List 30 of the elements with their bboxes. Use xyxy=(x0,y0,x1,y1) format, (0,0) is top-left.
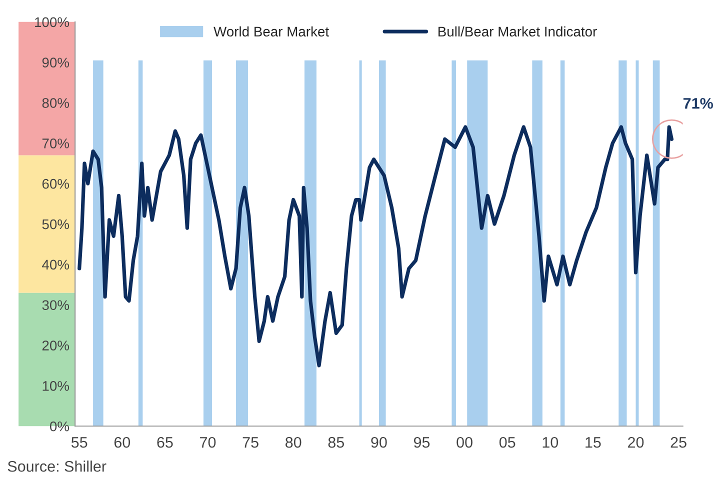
x-tick-label: 80 xyxy=(286,436,302,448)
x-tick-label: 75 xyxy=(242,437,258,448)
x-tick-label: 15 xyxy=(586,437,601,448)
x-tick-label: 20 xyxy=(628,436,644,448)
y-tick-label: 100% xyxy=(35,17,70,28)
x-tick-label: 00 xyxy=(456,436,472,448)
y-tick-label: 90% xyxy=(42,58,70,68)
x-tick-label: 70 xyxy=(200,436,216,448)
y-tick-label: 50% xyxy=(42,219,70,230)
legend-label: World Bear Market xyxy=(214,26,329,37)
x-tick-label: 55 xyxy=(71,437,88,448)
y-tick-label: 20% xyxy=(42,340,70,350)
x-tick-label: 95 xyxy=(414,436,430,448)
annotation: 71% xyxy=(683,98,713,109)
y-tick-label: 80% xyxy=(42,98,70,108)
y-tick-label: 0% xyxy=(50,421,70,432)
y-tick-label: 10% xyxy=(42,381,70,391)
x-tick-label: 10 xyxy=(542,436,558,448)
y-tick-label: 30% xyxy=(42,300,70,310)
y-tick-label: 60% xyxy=(42,178,70,189)
source-note: Source: Shiller xyxy=(8,460,106,472)
y-tick-label: 40% xyxy=(42,260,70,270)
x-tick-label: 05 xyxy=(499,436,516,448)
x-tick-label: 90 xyxy=(371,436,387,448)
x-tick-label: 60 xyxy=(114,436,130,448)
x-tick-label: 25 xyxy=(670,436,686,448)
x-tick-label: 65 xyxy=(157,436,173,448)
x-tick-label: 85 xyxy=(328,436,344,448)
legend-label: Bull/Bear Market Indicator xyxy=(438,26,597,37)
y-tick-label: 70% xyxy=(42,138,70,148)
